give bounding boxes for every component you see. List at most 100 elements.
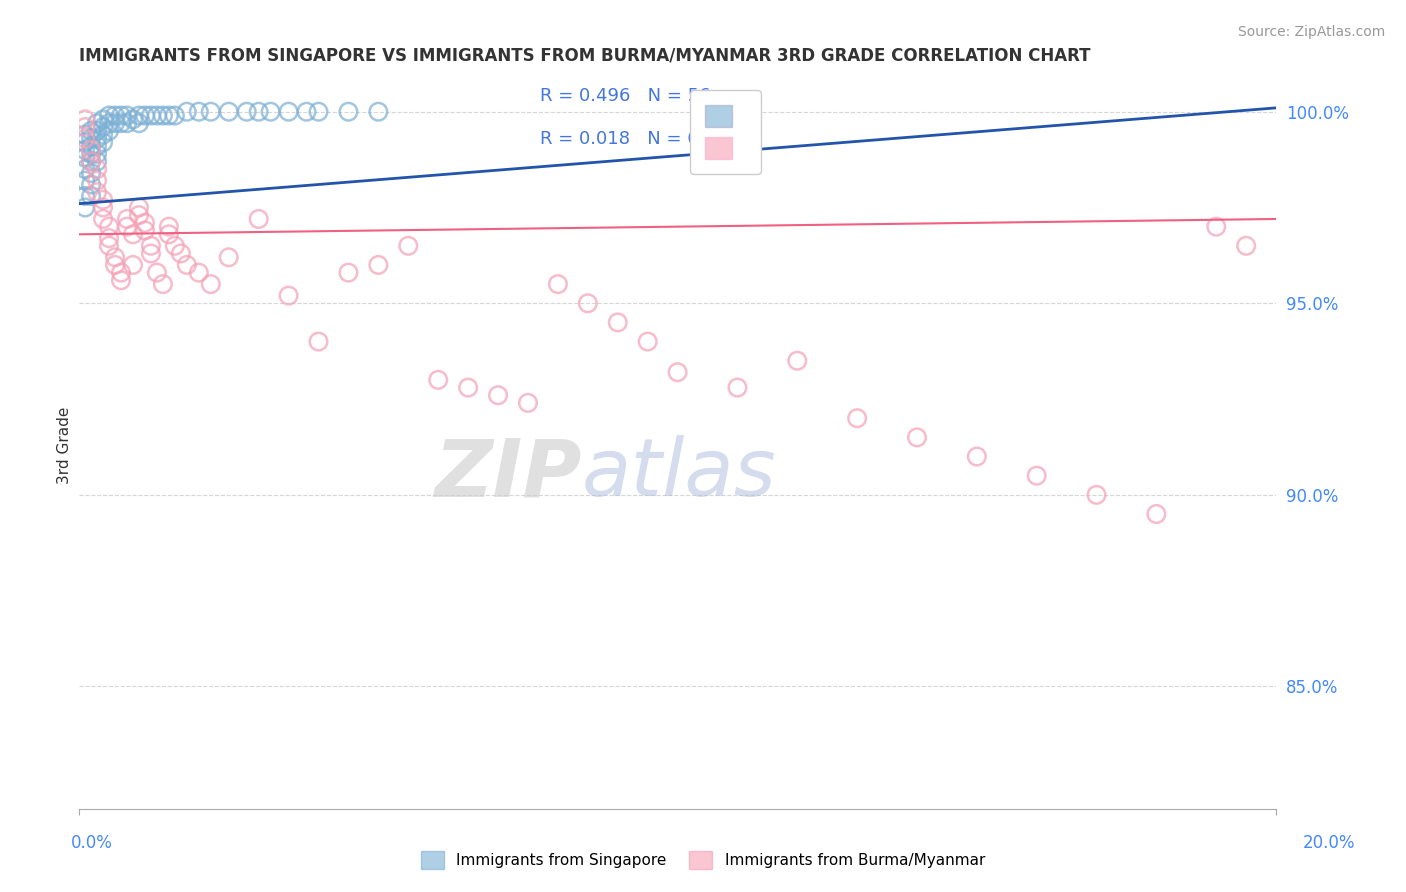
Point	[75, 143, 97, 157]
Point	[1234, 239, 1257, 253]
Point	[80, 178, 103, 192]
Point	[727, 380, 749, 394]
Point	[200, 104, 222, 119]
Point	[146, 109, 169, 123]
Point	[122, 227, 145, 242]
Point	[104, 116, 127, 130]
Point	[170, 246, 193, 260]
Point	[86, 139, 108, 153]
Text: IMMIGRANTS FROM SINGAPORE VS IMMIGRANTS FROM BURMA/MYANMAR 3RD GRADE CORRELATION: IMMIGRANTS FROM SINGAPORE VS IMMIGRANTS …	[79, 46, 1091, 64]
Point	[80, 166, 103, 180]
Point	[86, 154, 108, 169]
Point	[115, 109, 138, 123]
Point	[91, 112, 114, 127]
Point	[152, 109, 174, 123]
Text: atlas: atlas	[582, 435, 776, 513]
Point	[98, 239, 121, 253]
Point	[91, 128, 114, 142]
Point	[152, 277, 174, 292]
Point	[146, 266, 169, 280]
Point	[75, 201, 97, 215]
Text: Source: ZipAtlas.com: Source: ZipAtlas.com	[1237, 25, 1385, 39]
Point	[134, 223, 156, 237]
Point	[337, 104, 360, 119]
Point	[80, 189, 103, 203]
Point	[367, 104, 389, 119]
Point	[128, 109, 150, 123]
Point	[75, 189, 97, 203]
Point	[80, 146, 103, 161]
Point	[134, 109, 156, 123]
Point	[547, 277, 569, 292]
Point	[91, 193, 114, 207]
Point	[308, 104, 330, 119]
Point	[91, 120, 114, 134]
Point	[576, 296, 599, 310]
Point	[80, 139, 103, 153]
Point	[427, 373, 450, 387]
Point	[187, 104, 209, 119]
Point	[157, 109, 180, 123]
Point	[98, 109, 121, 123]
Point	[157, 219, 180, 234]
Point	[75, 112, 97, 127]
Point	[295, 104, 318, 119]
Point	[91, 201, 114, 215]
Point	[104, 250, 127, 264]
Point	[122, 258, 145, 272]
Point	[122, 112, 145, 127]
Point	[75, 162, 97, 177]
Text: 20.0%: 20.0%	[1302, 834, 1355, 852]
Text: 0.0%: 0.0%	[70, 834, 112, 852]
Text: R = 0.018   N = 63: R = 0.018 N = 63	[540, 130, 710, 148]
Text: ZIP: ZIP	[434, 435, 582, 513]
Point	[128, 208, 150, 222]
Point	[486, 388, 509, 402]
Point	[1025, 468, 1047, 483]
Point	[75, 120, 97, 134]
Point	[1205, 219, 1227, 234]
Point	[80, 143, 103, 157]
Point	[80, 154, 103, 169]
Point	[259, 104, 281, 119]
Point	[115, 219, 138, 234]
Point	[115, 211, 138, 226]
Point	[187, 266, 209, 280]
Point	[86, 174, 108, 188]
Point	[98, 124, 121, 138]
Point	[277, 288, 299, 302]
Point	[91, 211, 114, 226]
Point	[110, 116, 132, 130]
Point	[86, 185, 108, 199]
Point	[86, 124, 108, 138]
Point	[337, 266, 360, 280]
Point	[163, 109, 186, 123]
Point	[139, 246, 162, 260]
Text: R = 0.496   N = 56: R = 0.496 N = 56	[540, 87, 710, 105]
Point	[396, 239, 419, 253]
Point	[846, 411, 869, 425]
Point	[75, 128, 97, 142]
Point	[75, 174, 97, 188]
Point	[966, 450, 988, 464]
Point	[367, 258, 389, 272]
Legend: Immigrants from Singapore, Immigrants from Burma/Myanmar: Immigrants from Singapore, Immigrants fr…	[415, 845, 991, 875]
Point	[75, 136, 97, 150]
Point	[277, 104, 299, 119]
Point	[86, 146, 108, 161]
Point	[80, 154, 103, 169]
Point	[457, 380, 479, 394]
Point	[637, 334, 659, 349]
Point	[905, 430, 928, 444]
Point	[75, 151, 97, 165]
Legend: , : ,	[690, 90, 761, 174]
Point	[218, 250, 240, 264]
Point	[139, 239, 162, 253]
Point	[517, 396, 540, 410]
Y-axis label: 3rd Grade: 3rd Grade	[58, 407, 72, 483]
Point	[786, 353, 808, 368]
Point	[110, 273, 132, 287]
Point	[75, 131, 97, 145]
Point	[247, 104, 270, 119]
Point	[98, 116, 121, 130]
